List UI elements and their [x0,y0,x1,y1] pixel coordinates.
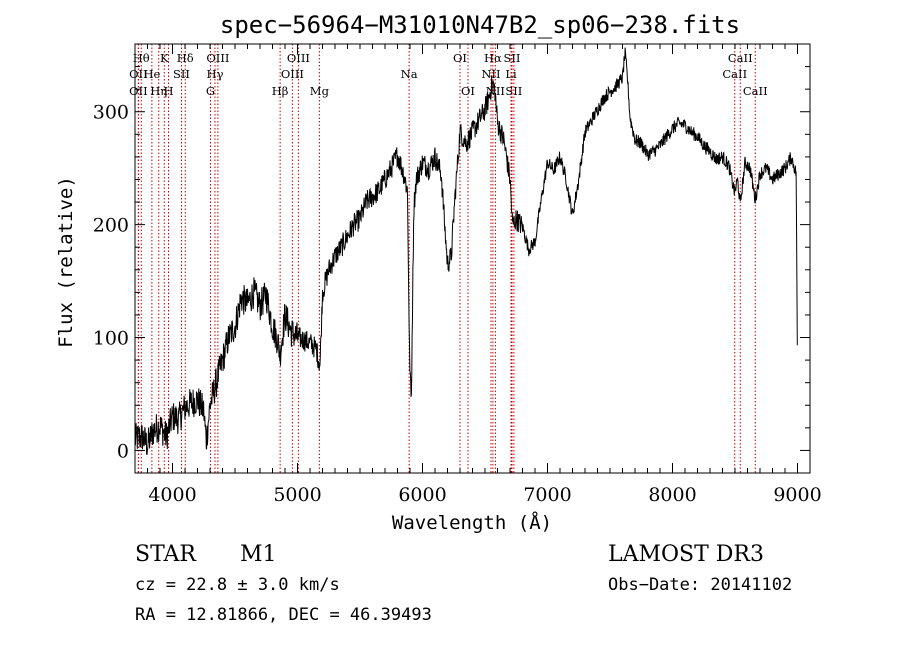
line-marker-label-24: SII [505,84,522,98]
line-marker-label-14: OIII [287,51,310,65]
line-marker-label-11: OIII [206,51,229,65]
redshift-cz: cz = 22.8 ± 3.0 km/s [135,575,340,595]
coordinates: RA = 12.81866, DEC = 46.39493 [135,605,432,625]
line-marker-label-19: NII [481,67,500,81]
line-marker-label-8: Hδ [177,51,194,65]
x-axis-ticks: 4000 5000 6000 7000 8000 9000 [147,44,822,506]
x-axis-label: Wavelength (Å) [392,511,552,534]
line-markers [137,44,756,473]
chart-title: spec−56964−M31010N47B2_sp06−238.fits [220,11,740,39]
line-marker-label-27: CaII [743,84,768,98]
line-marker-label-2: OII [129,84,148,98]
line-marker-label-7: SII [173,67,190,81]
x-tick-label-0: 4000 [148,484,196,506]
line-marker-label-23: SII [504,51,521,65]
line-marker-label-18: OI [461,84,475,98]
object-class: STAR [135,542,197,567]
line-marker-label-3: He [143,67,160,81]
x-tick-label-1: 5000 [273,484,321,506]
x-tick-label-2: 6000 [398,484,446,506]
y-tick-label-0: 0 [117,440,129,462]
y-tick-label-2: 200 [93,215,129,237]
line-marker-labels: HθOIIOIIHeHηKHSIIHδGHγOIIIHβOIIIOIIIMgNa… [129,51,768,98]
line-marker-label-25: CaII [722,67,747,81]
line-marker-label-4: Hη [150,84,167,98]
line-marker-label-15: Mg [310,84,330,98]
x-tick-label-3: 7000 [523,484,571,506]
line-marker-label-16: Na [401,67,418,81]
plot-frame [134,43,811,474]
line-marker-label-22: Li [505,67,517,81]
line-marker-label-0: Hθ [133,51,150,65]
line-marker-label-20: Hα [484,51,502,65]
line-marker-label-1: OII [129,67,148,81]
y-axis-ticks: 0 100 200 300 [93,43,810,474]
line-marker-label-26: CaII [728,51,753,65]
y-axis-label: Flux (relative) [55,176,77,348]
observation-date: Obs−Date: 20141102 [608,575,792,595]
line-marker-label-6: H [163,84,173,98]
spectrum-line [134,47,798,455]
y-tick-label-3: 300 [93,102,129,124]
line-marker-label-17: OI [453,51,467,65]
x-tick-label-5: 9000 [773,484,821,506]
line-marker-label-12: Hβ [272,84,289,98]
object-subclass: M1 [240,542,277,567]
line-marker-label-9: G [206,84,215,98]
x-tick-label-4: 8000 [648,484,696,506]
line-marker-label-5: K [160,51,169,65]
line-marker-label-13: OIII [281,67,304,81]
line-marker-label-10: Hγ [207,67,224,81]
y-tick-label-1: 100 [93,328,129,350]
survey-name: LAMOST DR3 [608,542,764,567]
